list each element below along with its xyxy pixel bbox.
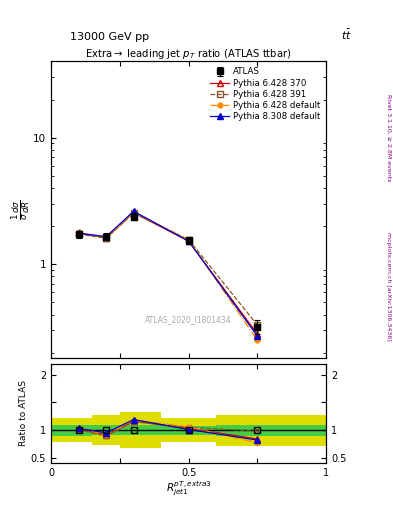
Text: Rivet 3.1.10, ≥ 2.8M events: Rivet 3.1.10, ≥ 2.8M events [386, 95, 391, 182]
Y-axis label: Ratio to ATLAS: Ratio to ATLAS [19, 380, 28, 446]
Title: Extra$\rightarrow$ leading jet $p_T$ ratio (ATLAS ttbar): Extra$\rightarrow$ leading jet $p_T$ rat… [85, 47, 292, 61]
Text: ATLAS_2020_I1801434: ATLAS_2020_I1801434 [145, 315, 232, 324]
X-axis label: $R_{jet1}^{pT,extra3}$: $R_{jet1}^{pT,extra3}$ [166, 480, 211, 498]
Text: $t\bar{t}$: $t\bar{t}$ [341, 28, 352, 42]
Legend: ATLAS, Pythia 6.428 370, Pythia 6.428 391, Pythia 6.428 default, Pythia 8.308 de: ATLAS, Pythia 6.428 370, Pythia 6.428 39… [209, 66, 322, 123]
Y-axis label: $\frac{1}{\sigma}\frac{d\sigma}{dR}$: $\frac{1}{\sigma}\frac{d\sigma}{dR}$ [10, 200, 32, 220]
Text: 13000 GeV pp: 13000 GeV pp [70, 32, 150, 42]
Text: mcplots.cern.ch [arXiv:1306.3436]: mcplots.cern.ch [arXiv:1306.3436] [386, 232, 391, 341]
